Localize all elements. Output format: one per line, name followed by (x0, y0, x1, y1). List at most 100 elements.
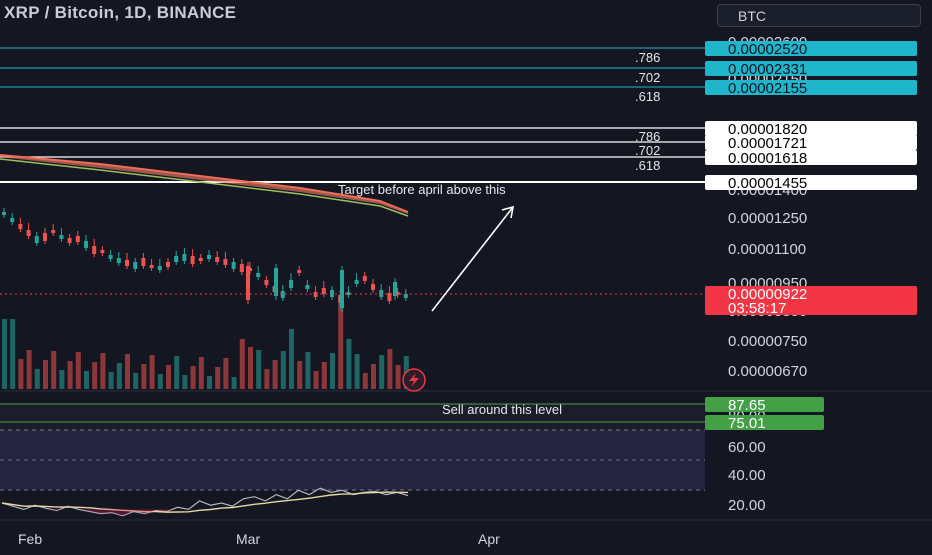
rsi-axis-tick: 60.00 (728, 439, 766, 456)
rsi-upper-zone (0, 404, 705, 430)
price-axis-tick: 0.00001100 (728, 241, 806, 258)
candle-body (346, 292, 351, 295)
candle-body (43, 233, 47, 241)
volume-bar (198, 357, 204, 389)
candle-body (223, 259, 228, 265)
target-tag (705, 175, 917, 190)
candles (2, 208, 408, 312)
candle-body (26, 230, 31, 236)
volume-bar (354, 354, 360, 389)
candle-body (141, 258, 146, 266)
volume-bar (239, 339, 245, 389)
candle-body (84, 241, 88, 248)
time-label-feb: Feb (18, 531, 42, 547)
candle-body (395, 292, 400, 295)
candle-body (190, 256, 195, 264)
fib-lower-ratio: .618 (635, 158, 660, 173)
volume-bar (166, 365, 171, 389)
fib-lower-tag (705, 121, 917, 136)
volume-bar (84, 371, 89, 389)
fib-lower-tag-text: 0.00001721 (728, 135, 807, 152)
fib-upper-tag-text: 0.00002331 (728, 61, 807, 78)
volume-bar (59, 370, 65, 389)
rsi-line (1, 487, 409, 517)
price-axis-tick: 0.00001250 (728, 210, 807, 227)
volume-bar (2, 319, 7, 389)
candle-body (246, 266, 250, 300)
fib-lower-tag-text: 0.00001820 (728, 121, 807, 138)
rsi-tag-second-text: 75.01 (728, 415, 766, 432)
lightning-icon[interactable] (402, 368, 426, 392)
candle-body (133, 262, 138, 269)
target-tag-text: 0.00001455 (728, 175, 807, 192)
volume-bar (207, 376, 212, 389)
candle-body (387, 293, 392, 301)
volume-bar (51, 351, 57, 389)
candle-body (198, 258, 203, 261)
volume-bar (157, 374, 163, 389)
current-price-tag: 0.00000922 03:58:17 (705, 286, 917, 317)
volume-bar (67, 361, 73, 389)
fib-lower-tag (705, 135, 917, 150)
candle-body (330, 290, 334, 297)
volume-bar (18, 359, 24, 389)
candle-body (10, 218, 15, 222)
volume-bar (190, 366, 196, 389)
volume-bar (34, 369, 40, 389)
volume-bar (346, 339, 352, 389)
volume-bars (2, 302, 409, 389)
volume-bar (362, 373, 368, 389)
candle-body (305, 285, 310, 289)
candle-body (125, 260, 129, 266)
fib-lower-tag (705, 150, 917, 165)
rsi-ma-line (1, 491, 409, 513)
fib-lower-tag-text: 0.00001618 (728, 150, 807, 167)
fib-upper-ratio: .618 (635, 89, 660, 104)
fib-lower-ratio: .702 (635, 143, 660, 158)
candle-body (371, 284, 375, 290)
candle-body (264, 280, 269, 285)
candle-body (231, 262, 236, 269)
volume-bar (330, 353, 335, 389)
candle-body (354, 280, 359, 284)
rsi-indicator (1, 487, 409, 517)
volume-bar (182, 375, 188, 389)
current-price-value: 0.00000922 (728, 286, 807, 303)
candle-body (100, 250, 105, 253)
price-tags: 0.00002520 0.00002331 0.00002155 0.00001820… (705, 41, 917, 192)
volume-bar (174, 356, 180, 389)
candle-body (393, 282, 397, 296)
time-label-apr: Apr (478, 531, 500, 547)
volume-bar (248, 347, 253, 389)
candle-body (297, 270, 302, 273)
candle-body (239, 264, 244, 272)
volume-bar (305, 352, 311, 389)
fib-upper-tag (705, 61, 917, 76)
volume-bar (395, 365, 401, 389)
rsi-tag-sell: 87.65 (705, 397, 824, 414)
candle-body (157, 266, 162, 270)
volume-bar (141, 364, 147, 389)
chart-title: XRP / Bitcoin, 1D, BINANCE (4, 3, 237, 22)
volume-bar (379, 355, 385, 389)
candle-body (108, 255, 113, 259)
rsi-axis-tick: 40.00 (728, 467, 766, 484)
volume-bar (321, 362, 327, 389)
target-arrow-head (501, 205, 515, 219)
rsi-tag-second: 75.01 (705, 415, 824, 432)
volume-bar (108, 372, 114, 389)
sell-annotation: Sell around this level (442, 402, 562, 417)
current-price-countdown: 03:58:17 (728, 300, 786, 317)
volume-bar (289, 329, 294, 389)
candle-body (340, 270, 344, 308)
volume-bar (43, 360, 48, 389)
rsi-oversold-fill (2, 509, 408, 516)
candle-body (321, 288, 326, 294)
fib-upper-ratio: .702 (635, 70, 660, 85)
currency-button[interactable]: BTC (717, 4, 921, 27)
volume-bar (100, 353, 106, 389)
fib-upper-tag-text: 0.00002155 (728, 80, 807, 97)
fib-upper-ratio: .786 (635, 50, 660, 65)
volume-bar (133, 373, 139, 389)
